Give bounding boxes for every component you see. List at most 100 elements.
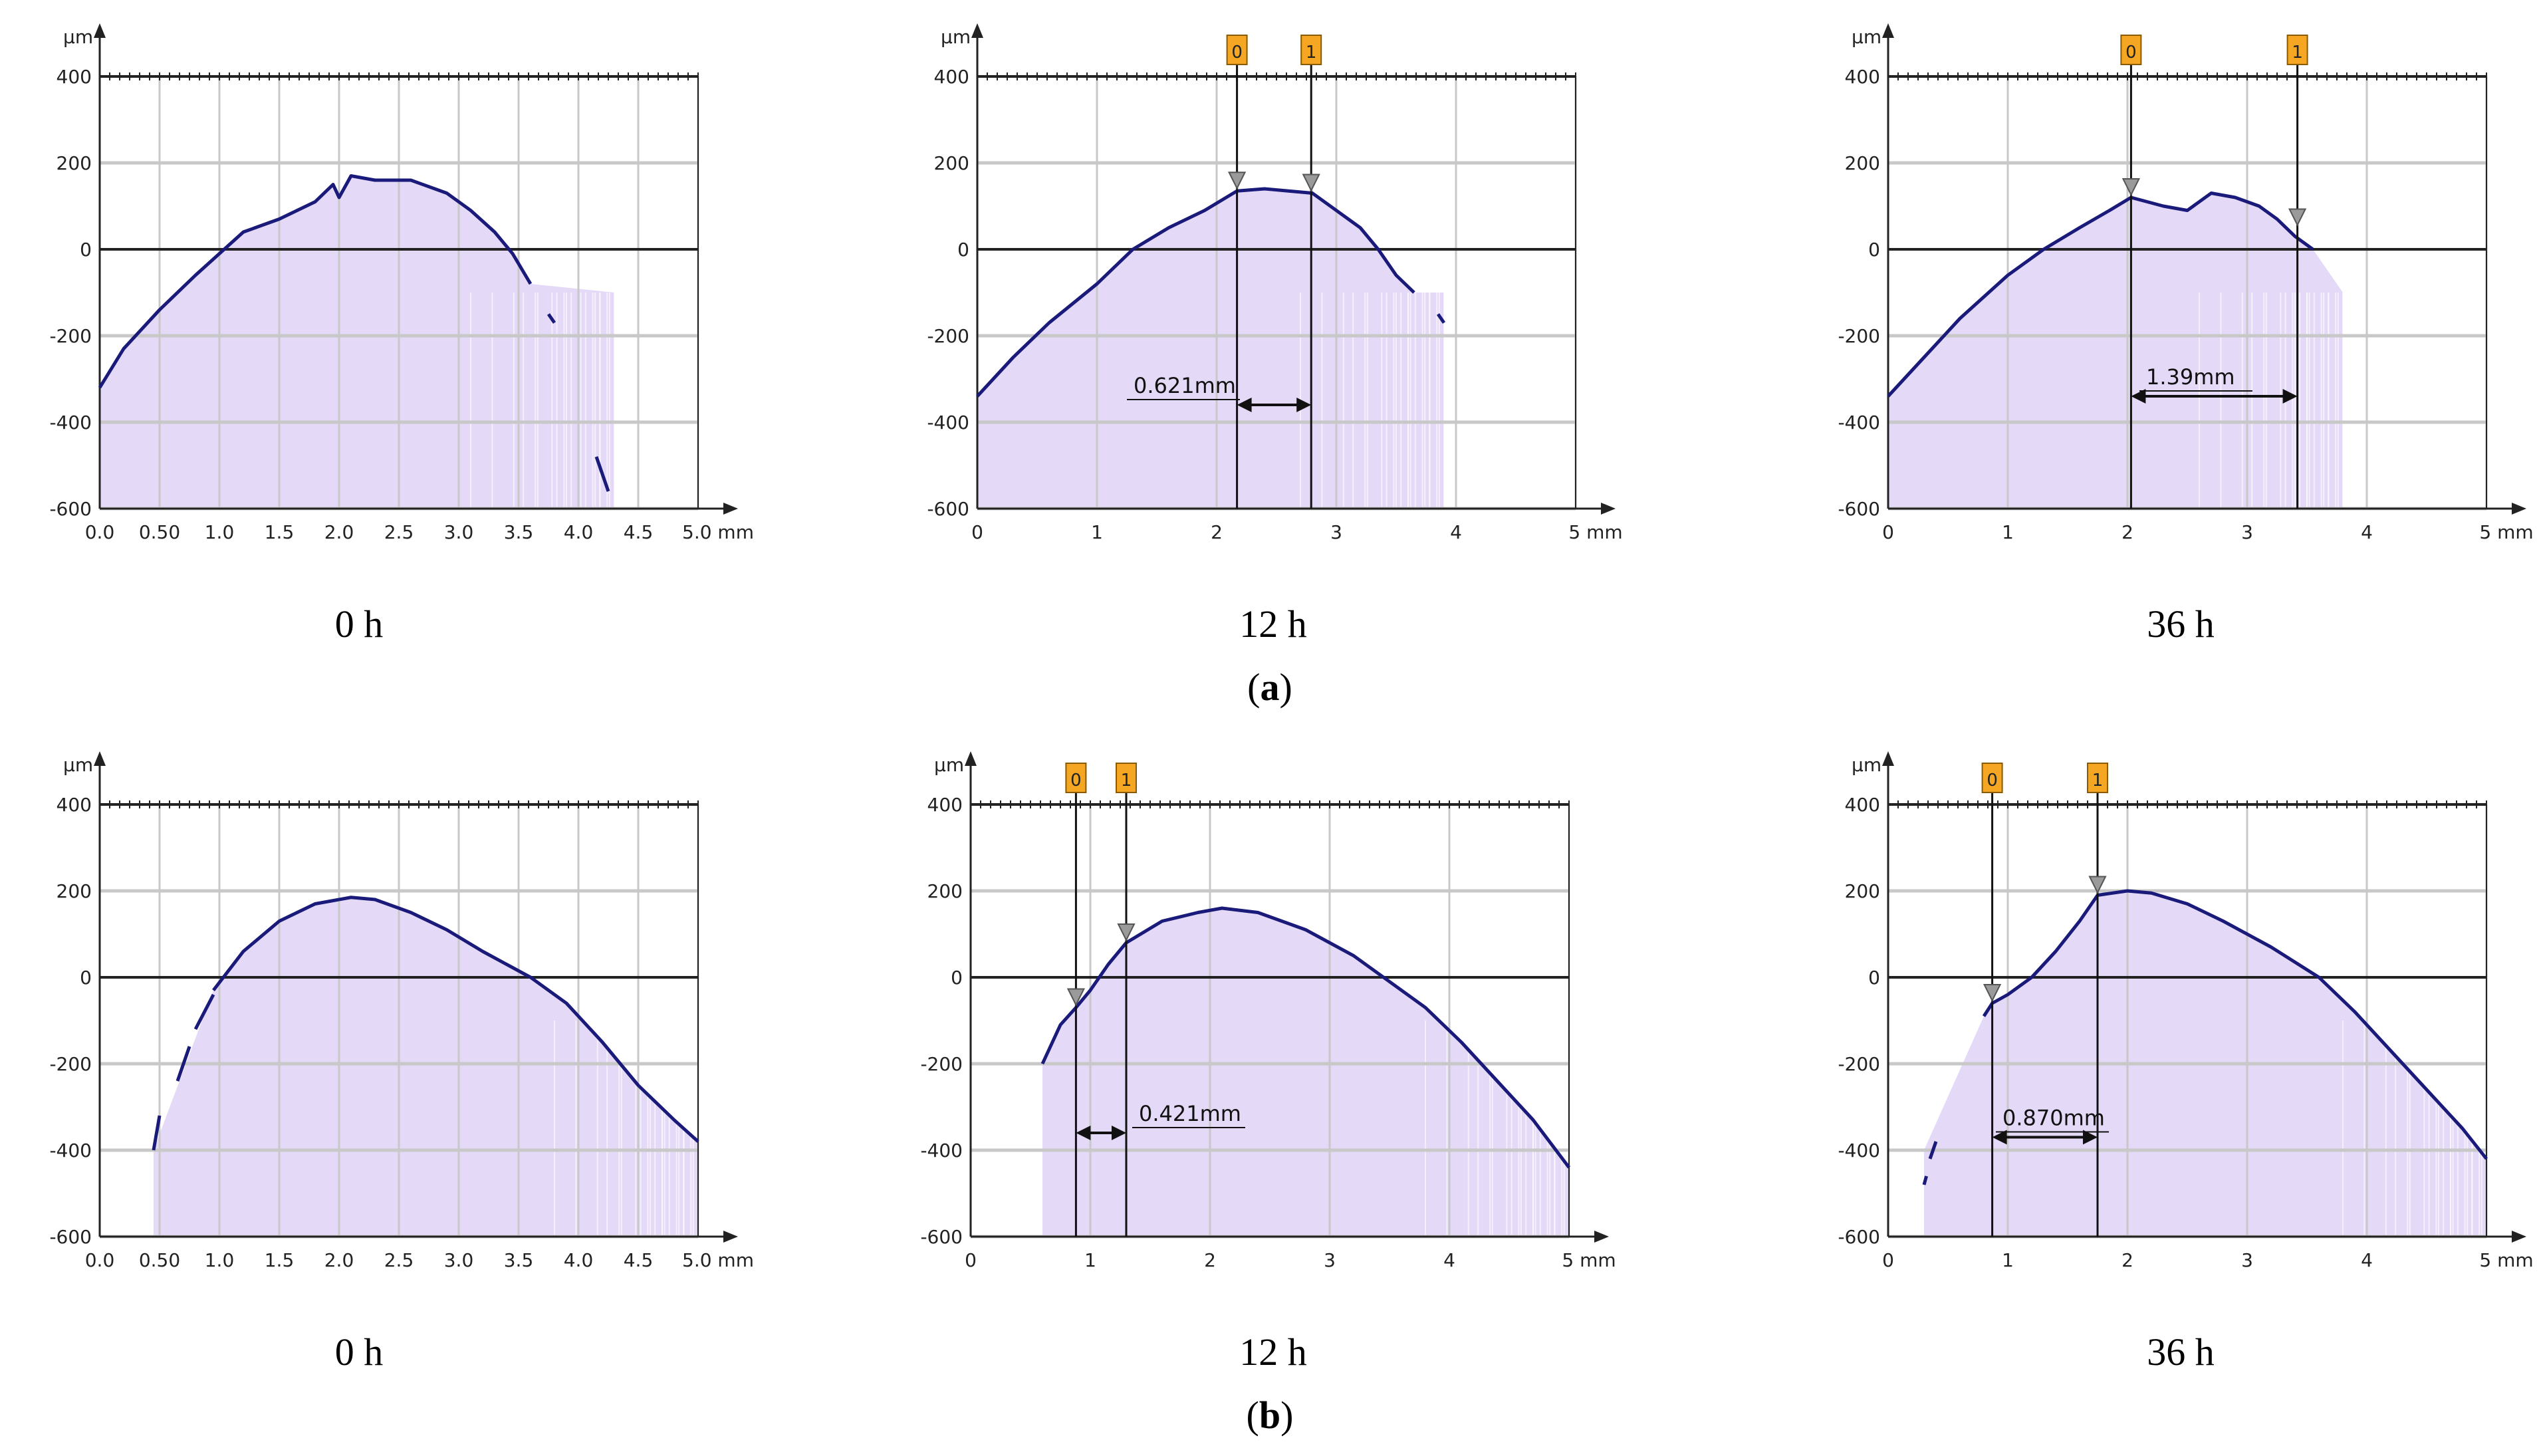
x-tick-label: 3 [1324, 1249, 1336, 1271]
x-tick-label: 4.0 [564, 1249, 594, 1271]
marker-flag [1300, 35, 1322, 65]
measurement-label: 1.39mm [2146, 364, 2235, 390]
x-axis-arrow [1594, 1231, 1609, 1243]
measurement-arrow-left [1992, 1130, 2007, 1145]
marker-label: 0 [1070, 771, 1082, 790]
y-tick-label: -400 [927, 412, 969, 433]
profile-line [1887, 191, 2314, 398]
profile-line [212, 896, 699, 1143]
y-unit-label: µm [941, 26, 971, 48]
measurement-arrow-left [1237, 398, 1252, 412]
marker-label: 0 [1987, 771, 1998, 790]
x-axis-arrow [1601, 503, 1616, 515]
x-tick-label: 1 [1091, 521, 1103, 543]
y-tick-label: 0 [1868, 967, 1880, 989]
profile-fragment [594, 456, 610, 492]
profile-fragment [1928, 1141, 1938, 1159]
marker-pointer [2121, 178, 2141, 197]
x-tick-label: 1.0 [205, 521, 235, 543]
y-tick-label: -400 [920, 1140, 963, 1161]
marker-pointer [2288, 208, 2307, 227]
profile-line [1982, 889, 2488, 1160]
y-tick-label: -200 [1838, 325, 1880, 347]
measurement-arrow-left [1076, 1126, 1091, 1140]
y-tick-label: 400 [1845, 66, 1880, 88]
x-tick-label: 0.0 [85, 1249, 115, 1271]
marker-pointer [1117, 923, 1136, 942]
x-axis-arrow [2512, 503, 2526, 515]
caption-b-12h: 12 h [1239, 1330, 1307, 1374]
marker-flag [2286, 35, 2308, 65]
profile-fragment [1436, 313, 1446, 324]
profile-fill [1888, 193, 2343, 509]
marker-label: 1 [2292, 43, 2303, 62]
profile-fill [154, 897, 698, 1237]
y-axis-arrow [1882, 23, 1894, 38]
y-unit-label: µm [63, 754, 93, 776]
measurement-arrow-right [1296, 398, 1312, 412]
y-tick-label: 200 [934, 152, 969, 174]
caption-a-36h: 36 h [2147, 602, 2215, 646]
x-tick-label: 2.0 [324, 1249, 354, 1271]
marker-flag [1116, 763, 1137, 793]
x-tick-label: 5 mm [1568, 521, 1622, 543]
measurement-arrow-right [1112, 1126, 1126, 1140]
x-tick-label: 0 [1882, 521, 1894, 543]
y-tick-label: -200 [920, 1053, 963, 1075]
marker-pointer [1302, 174, 1320, 192]
marker-label: 0 [1231, 43, 1243, 62]
y-unit-label: µm [1852, 754, 1881, 776]
x-tick-label: 0.0 [85, 521, 115, 543]
x-tick-label: 0.50 [139, 1249, 180, 1271]
profile-fragment [152, 1115, 162, 1151]
x-tick-label: 0 [1882, 1249, 1894, 1271]
x-tick-label: 2.5 [384, 1249, 414, 1271]
marker-pointer [1227, 172, 1247, 190]
x-tick-label: 4 [1443, 1249, 1455, 1271]
profile-fill [100, 176, 614, 509]
caption-a-0h: 0 h [334, 602, 384, 646]
x-axis-arrow [723, 1231, 738, 1243]
y-tick-label: -600 [927, 498, 969, 520]
y-tick-label: 200 [1845, 880, 1880, 902]
x-tick-label: 4.5 [624, 1249, 654, 1271]
measurement-label: 0.870mm [2002, 1106, 2105, 1131]
x-tick-label: 3.0 [444, 521, 474, 543]
x-tick-label: 4.5 [624, 521, 654, 543]
x-tick-label: 5 mm [2479, 1249, 2533, 1271]
x-tick-label: 1 [2002, 521, 2014, 543]
x-tick-label: 3.5 [504, 1249, 534, 1271]
marker-flag [1981, 763, 2003, 793]
x-tick-label: 3 [1330, 521, 1342, 543]
y-tick-label: 400 [927, 794, 963, 816]
marker-pointer [1066, 988, 1086, 1007]
y-tick-label: 400 [57, 66, 92, 88]
y-tick-label: -200 [927, 325, 969, 347]
y-tick-label: -600 [1838, 498, 1880, 520]
y-tick-label: -400 [1838, 412, 1880, 433]
measurement-arrow-right [2083, 1130, 2098, 1145]
marker-label: 1 [1306, 43, 1317, 62]
y-tick-label: -600 [920, 1226, 963, 1248]
marker-pointer [2088, 876, 2107, 894]
y-unit-label: µm [1852, 26, 1881, 48]
y-tick-label: -200 [49, 1053, 92, 1075]
y-axis-arrow [1882, 751, 1894, 766]
y-tick-label: -200 [49, 325, 92, 347]
y-unit-label: µm [934, 754, 964, 776]
y-axis-arrow [94, 751, 106, 766]
row-label-a-close: ) [1279, 666, 1292, 709]
x-tick-label: 1 [1084, 1249, 1096, 1271]
measurement-arrow-left [2131, 389, 2146, 404]
x-tick-label: 2.0 [324, 521, 354, 543]
caption-b-0h: 0 h [334, 1330, 384, 1374]
y-tick-label: 200 [57, 152, 92, 174]
x-tick-label: 4 [2361, 521, 2373, 543]
